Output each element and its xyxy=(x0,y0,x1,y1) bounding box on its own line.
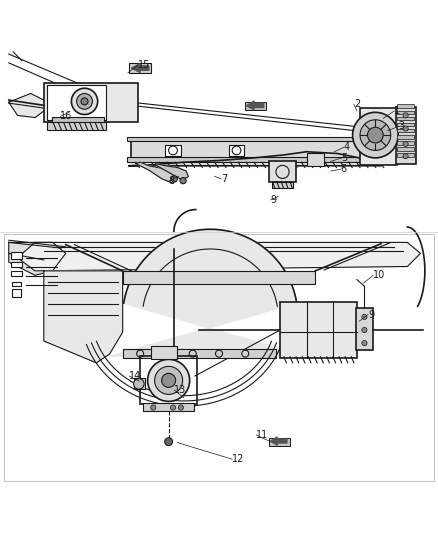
Circle shape xyxy=(165,438,173,446)
Circle shape xyxy=(362,327,367,333)
Polygon shape xyxy=(18,243,420,271)
Circle shape xyxy=(403,141,408,147)
Bar xyxy=(134,378,145,389)
Bar xyxy=(12,289,21,297)
Bar xyxy=(165,145,181,156)
Bar xyxy=(397,141,414,145)
Bar xyxy=(272,182,293,188)
Circle shape xyxy=(134,378,144,389)
Bar xyxy=(143,403,194,411)
Bar xyxy=(280,302,357,359)
Bar xyxy=(123,349,276,359)
Circle shape xyxy=(77,93,92,109)
Circle shape xyxy=(180,177,186,184)
Polygon shape xyxy=(136,162,175,183)
Bar xyxy=(11,271,22,276)
Bar xyxy=(396,107,416,164)
Bar xyxy=(397,154,414,157)
Bar xyxy=(397,147,414,151)
Circle shape xyxy=(148,359,190,401)
Text: 16: 16 xyxy=(60,111,73,122)
Circle shape xyxy=(403,126,408,131)
Bar xyxy=(269,161,296,182)
Bar xyxy=(129,63,151,73)
Bar xyxy=(11,253,22,259)
Text: 15: 15 xyxy=(138,60,150,70)
Polygon shape xyxy=(44,271,123,363)
Bar xyxy=(397,104,414,108)
Bar xyxy=(47,122,106,130)
Text: 8: 8 xyxy=(169,176,175,186)
Circle shape xyxy=(155,366,183,394)
Polygon shape xyxy=(9,243,66,275)
Polygon shape xyxy=(110,229,307,356)
Circle shape xyxy=(353,112,398,158)
Circle shape xyxy=(367,127,383,143)
Bar xyxy=(397,110,414,114)
Circle shape xyxy=(403,154,408,159)
Bar xyxy=(269,438,290,446)
Polygon shape xyxy=(271,437,287,445)
Bar xyxy=(151,346,177,359)
Bar xyxy=(397,129,414,133)
Circle shape xyxy=(178,405,184,410)
Bar xyxy=(127,157,381,162)
Text: 12: 12 xyxy=(232,454,244,464)
Bar xyxy=(4,233,434,481)
Bar xyxy=(123,271,315,284)
Text: 14: 14 xyxy=(129,371,141,381)
Circle shape xyxy=(162,374,176,387)
Text: 13: 13 xyxy=(174,385,187,395)
Bar xyxy=(397,123,414,126)
Polygon shape xyxy=(155,164,188,180)
Bar xyxy=(360,108,397,165)
Bar xyxy=(0,233,438,486)
Bar xyxy=(307,154,324,166)
Polygon shape xyxy=(247,101,264,110)
Bar xyxy=(11,262,22,268)
Text: 2: 2 xyxy=(354,100,360,109)
Polygon shape xyxy=(9,93,53,118)
Circle shape xyxy=(403,113,408,118)
Text: 4: 4 xyxy=(344,142,350,152)
Bar xyxy=(44,83,138,122)
Bar xyxy=(397,135,414,139)
Bar xyxy=(140,356,197,405)
Text: 9: 9 xyxy=(271,195,277,205)
Text: 3: 3 xyxy=(399,122,405,131)
Bar xyxy=(229,145,244,156)
Bar xyxy=(52,117,104,123)
Circle shape xyxy=(362,314,367,319)
Text: 9: 9 xyxy=(368,310,374,320)
Bar xyxy=(12,282,21,286)
Bar xyxy=(0,47,438,225)
Circle shape xyxy=(81,98,88,105)
Polygon shape xyxy=(129,152,381,166)
Text: 11: 11 xyxy=(256,430,268,440)
Circle shape xyxy=(170,405,176,410)
Text: 7: 7 xyxy=(221,174,227,184)
Text: 10: 10 xyxy=(373,270,385,280)
Bar xyxy=(356,308,373,350)
Bar xyxy=(131,141,381,158)
Circle shape xyxy=(151,405,156,410)
Text: 1: 1 xyxy=(394,106,400,116)
Bar xyxy=(127,137,381,141)
Bar xyxy=(245,102,266,110)
Bar xyxy=(397,117,414,120)
Text: 5: 5 xyxy=(342,153,348,163)
Circle shape xyxy=(362,341,367,346)
Circle shape xyxy=(171,176,177,182)
Circle shape xyxy=(360,120,391,150)
Circle shape xyxy=(71,88,98,115)
Bar xyxy=(47,85,106,120)
Bar xyxy=(79,92,90,110)
Text: 6: 6 xyxy=(341,164,347,174)
Polygon shape xyxy=(131,64,149,72)
